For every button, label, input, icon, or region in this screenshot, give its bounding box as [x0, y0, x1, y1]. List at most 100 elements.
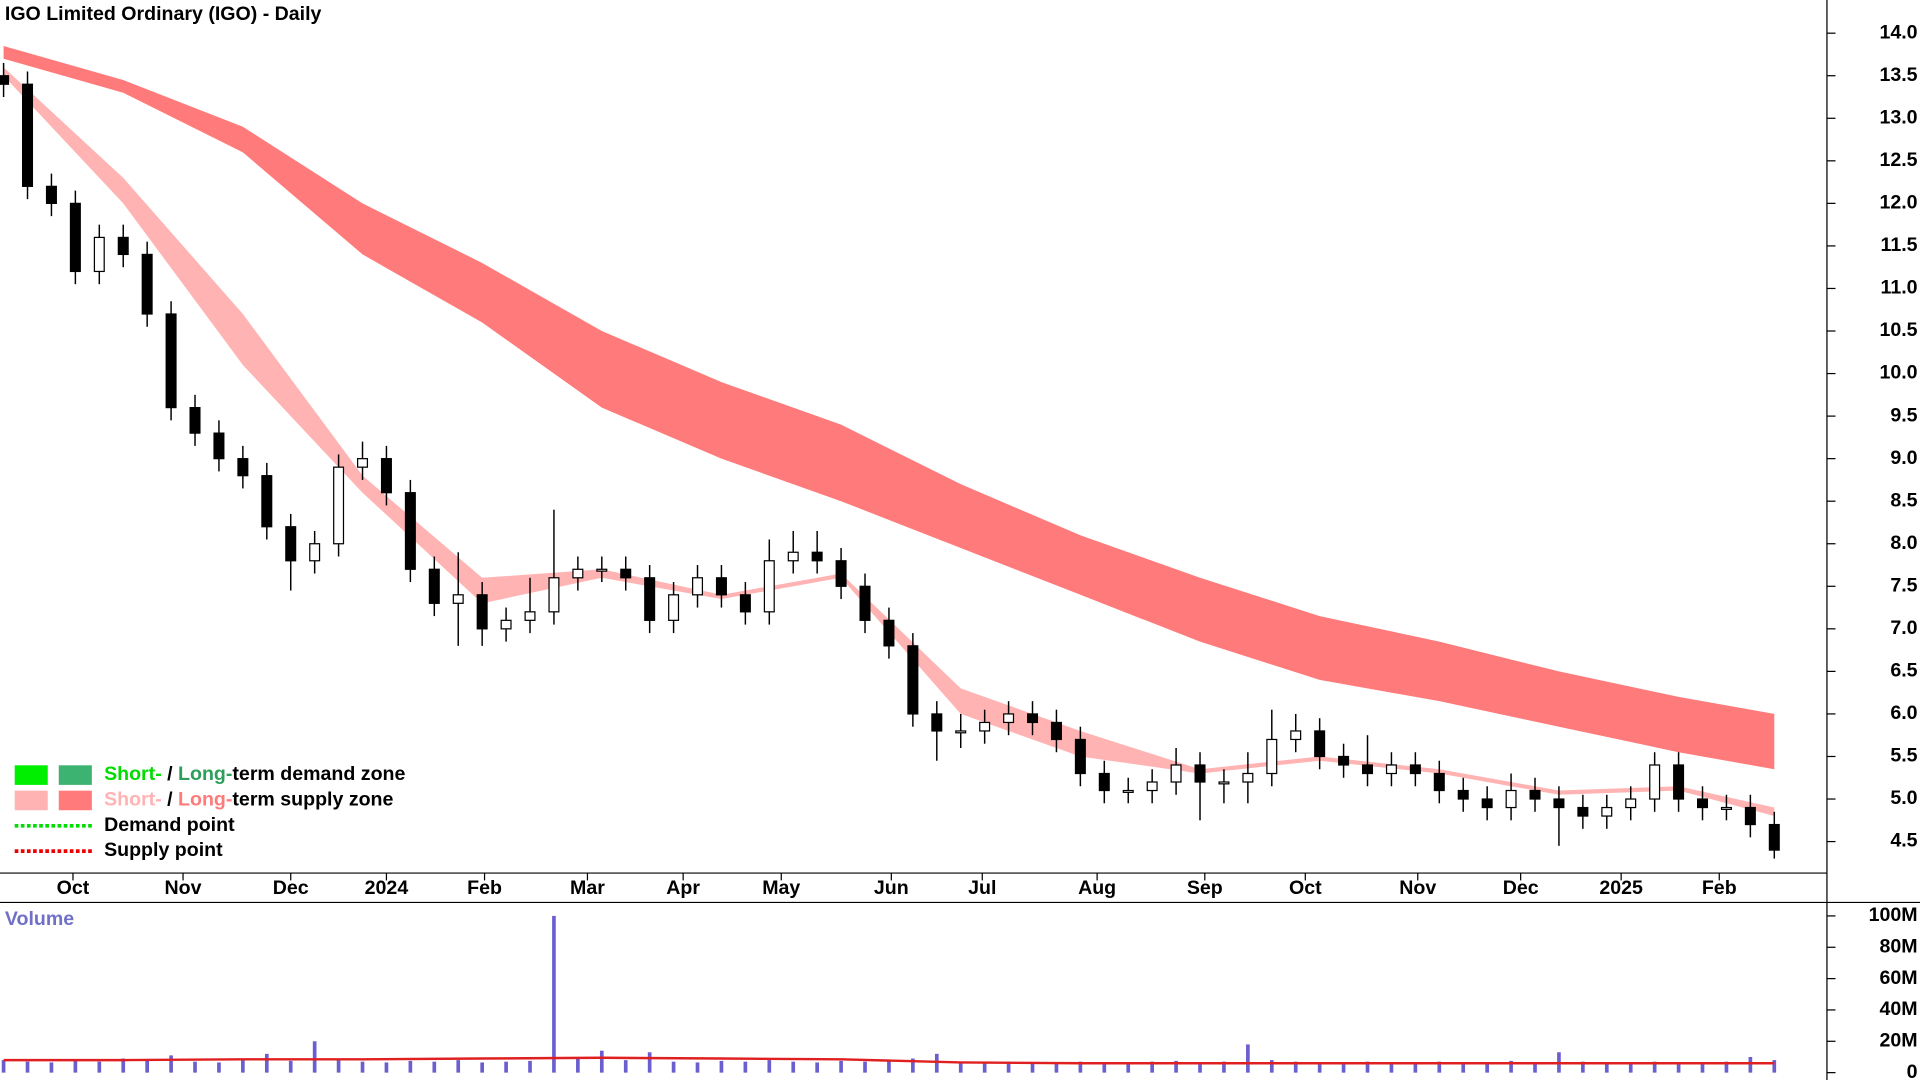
candle-body: [452, 594, 464, 604]
candle-body: [763, 560, 775, 613]
volume-bar: [456, 1060, 461, 1073]
volume-bar: [623, 1060, 628, 1073]
volume-average: [3, 1056, 1775, 1065]
candle-body: [237, 458, 249, 477]
volume-bar: [1413, 1063, 1418, 1073]
volume-bar: [1150, 1061, 1154, 1073]
candle-body: [380, 458, 392, 494]
volume-bar: [312, 1041, 317, 1073]
legend-text: Short-: [104, 763, 162, 785]
x-tick-label: 2025: [1599, 877, 1643, 899]
zone-band: [3, 45, 1775, 770]
candle-body: [715, 577, 727, 596]
volume-bar: [1604, 1063, 1609, 1073]
volume-bar: [1461, 1062, 1466, 1073]
candle-body: [859, 585, 871, 621]
candle-body: [1170, 764, 1182, 783]
volume-bar: [887, 1060, 891, 1073]
candle-body: [1146, 781, 1158, 792]
volume-bar: [934, 1053, 939, 1073]
volume-bar: [839, 1060, 843, 1073]
candle-body: [1529, 789, 1541, 800]
y-tick-label: 5.5: [1890, 745, 1917, 767]
candle-body: [811, 551, 823, 562]
candle-body: [69, 202, 81, 273]
volume-bar: [193, 1061, 197, 1073]
volume-bar: [408, 1060, 413, 1073]
volume-bar: [791, 1061, 796, 1073]
candle-body: [644, 577, 656, 621]
candle-body: [333, 466, 345, 545]
candle-body: [1314, 730, 1326, 758]
candle-body: [476, 594, 488, 630]
volume-bar: [288, 1060, 293, 1073]
volume-bar: [719, 1060, 724, 1073]
volume-bar: [241, 1060, 245, 1073]
volume-tick-label: 80M: [1879, 935, 1917, 957]
x-tick-label: Oct: [57, 877, 90, 899]
y-tick-label: 9.5: [1890, 404, 1917, 426]
candle-body: [1385, 764, 1397, 775]
volume-tick-label: 60M: [1879, 967, 1917, 989]
legend-swatch: [14, 790, 48, 811]
candle-body: [620, 568, 632, 579]
legend-text: Demand point: [104, 814, 235, 836]
volume-bar: [1389, 1062, 1394, 1073]
x-tick-label: Jul: [968, 877, 996, 899]
volume-bar: [599, 1050, 604, 1073]
candle-body: [1553, 798, 1565, 809]
candle-body: [1266, 738, 1278, 775]
candle-body: [165, 313, 177, 409]
candle-body: [1601, 806, 1613, 817]
legend-text: Supply point: [104, 839, 223, 861]
candle-body: [500, 619, 512, 630]
x-tick-label: Mar: [570, 877, 605, 899]
candle-body: [1290, 730, 1302, 741]
x-tick-label: Nov: [165, 877, 202, 899]
volume-bar: [145, 1060, 149, 1073]
candle-body: [1338, 755, 1350, 766]
volume-bar: [1509, 1060, 1513, 1073]
volume-bar: [1676, 1062, 1681, 1073]
candle-body: [1362, 764, 1374, 775]
candle-body: [1409, 764, 1421, 775]
candle-body: [1457, 789, 1469, 800]
volume-bar: [1652, 1061, 1657, 1073]
legend-label: Short- / Long-term demand zone: [104, 763, 405, 785]
x-tick-label: Aug: [1078, 877, 1116, 899]
y-tick-label: 9.0: [1890, 447, 1917, 469]
y-tick-label: 8.0: [1890, 532, 1917, 554]
legend-label: Short- / Long-term supply zone: [104, 789, 393, 811]
candle-body: [1218, 781, 1230, 785]
legend-text: /: [162, 763, 178, 785]
volume-bar: [73, 1059, 78, 1073]
legend-text: Long-: [178, 789, 232, 811]
volume-bar: [863, 1061, 867, 1073]
candle-body: [1673, 764, 1685, 800]
candle-body: [1577, 806, 1589, 817]
x-tick-label: Feb: [467, 877, 502, 899]
candle-body: [309, 543, 321, 562]
y-tick-label: 14.0: [1879, 21, 1917, 43]
legend-text: /: [162, 789, 178, 811]
x-tick-label: Feb: [1702, 877, 1737, 899]
volume-bar: [336, 1059, 341, 1073]
y-tick-label: 6.0: [1890, 702, 1917, 724]
y-tick-label: 12.0: [1879, 192, 1917, 214]
volume-bar: [767, 1060, 772, 1073]
volume-bar: [1126, 1063, 1131, 1073]
candle-body: [45, 185, 57, 204]
x-tick-label: Dec: [1503, 877, 1539, 899]
candle-body: [1194, 764, 1206, 783]
volume-bar: [480, 1062, 484, 1073]
y-tick-label: 7.0: [1890, 617, 1917, 639]
candle-body: [1074, 738, 1086, 775]
candle-body: [285, 526, 297, 562]
candle-body: [1433, 772, 1445, 792]
candle-body: [572, 568, 584, 579]
volume-bar: [1246, 1044, 1250, 1073]
volume-bar: [958, 1061, 963, 1073]
candle-body: [883, 619, 895, 647]
volume-bar: [1533, 1062, 1537, 1073]
legend-text: term supply zone: [232, 789, 393, 811]
